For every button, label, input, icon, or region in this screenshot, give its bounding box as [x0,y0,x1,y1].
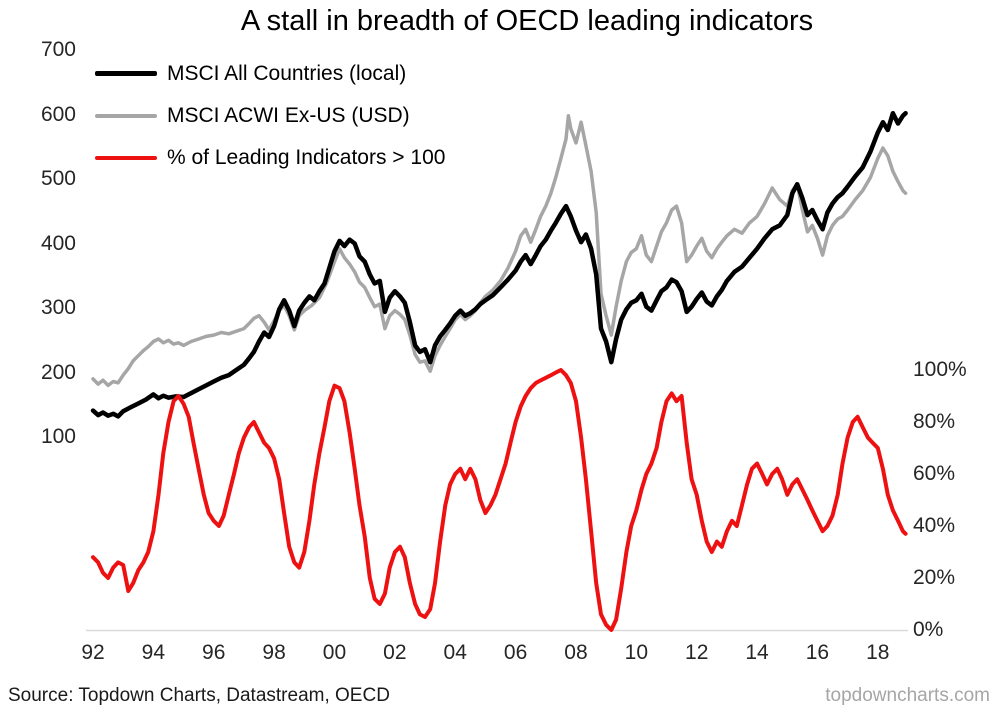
y-left-tick-label: 700 [40,38,76,61]
series-line-1 [91,114,908,388]
x-tick-label: 04 [443,641,467,664]
x-tick-label: 16 [805,641,830,664]
chart-title: A stall in breadth of OECD leading indic… [240,5,814,37]
y-left-tick-label: 500 [40,167,76,190]
y-right-tick-label: 100% [913,358,967,381]
y-right-tick-label: 0% [913,618,944,641]
series-line-2 [91,368,908,632]
legend-label: MSCI All Countries (local) [167,61,407,85]
legend: MSCI All Countries (local) MSCI ACWI Ex-… [95,60,445,171]
y-left-tick-label: 400 [40,231,76,255]
gray-line-swatch-icon [95,113,157,118]
source-note: Source: Topdown Charts, Datastream, OECD [8,685,390,706]
y-right-tick-label: 60% [913,462,956,485]
legend-item-leading-indicators: % of Leading Indicators > 100 [95,144,445,171]
x-tick-label: 94 [141,641,166,664]
x-tick-label: 10 [624,641,648,664]
y-left-tick-label: 300 [40,296,76,319]
x-tick-label: 12 [685,641,709,664]
x-tick-label: 18 [866,641,890,664]
x-tick-label: 08 [564,641,588,664]
x-tick-label: 96 [202,641,226,664]
legend-label: MSCI ACWI Ex-US (USD) [167,103,410,127]
series-line-0 [90,110,908,419]
y-right-tick-label: 80% [913,410,956,433]
y-left-tick-label: 100 [40,425,76,448]
x-tick-label: 98 [262,641,286,664]
y-left-tick-label: 200 [40,360,76,384]
x-tick-label: 06 [503,641,528,664]
website-watermark: topdowncharts.com [825,685,990,706]
x-tick-label: 92 [81,641,105,664]
legend-item-msci-acwi-ex-us: MSCI ACWI Ex-US (USD) [95,102,445,129]
y-right-tick-label: 20% [913,566,956,589]
black-line-swatch-icon [95,71,157,76]
y-right-tick-label: 40% [913,514,956,537]
x-tick-label: 02 [383,641,407,664]
x-tick-label: 14 [745,641,769,664]
legend-item-msci-all-countries: MSCI All Countries (local) [95,60,445,87]
x-tick-label: 00 [322,641,347,664]
y-left-tick-label: 600 [40,102,76,126]
red-line-swatch-icon [95,155,157,160]
legend-label: % of Leading Indicators > 100 [167,145,446,169]
